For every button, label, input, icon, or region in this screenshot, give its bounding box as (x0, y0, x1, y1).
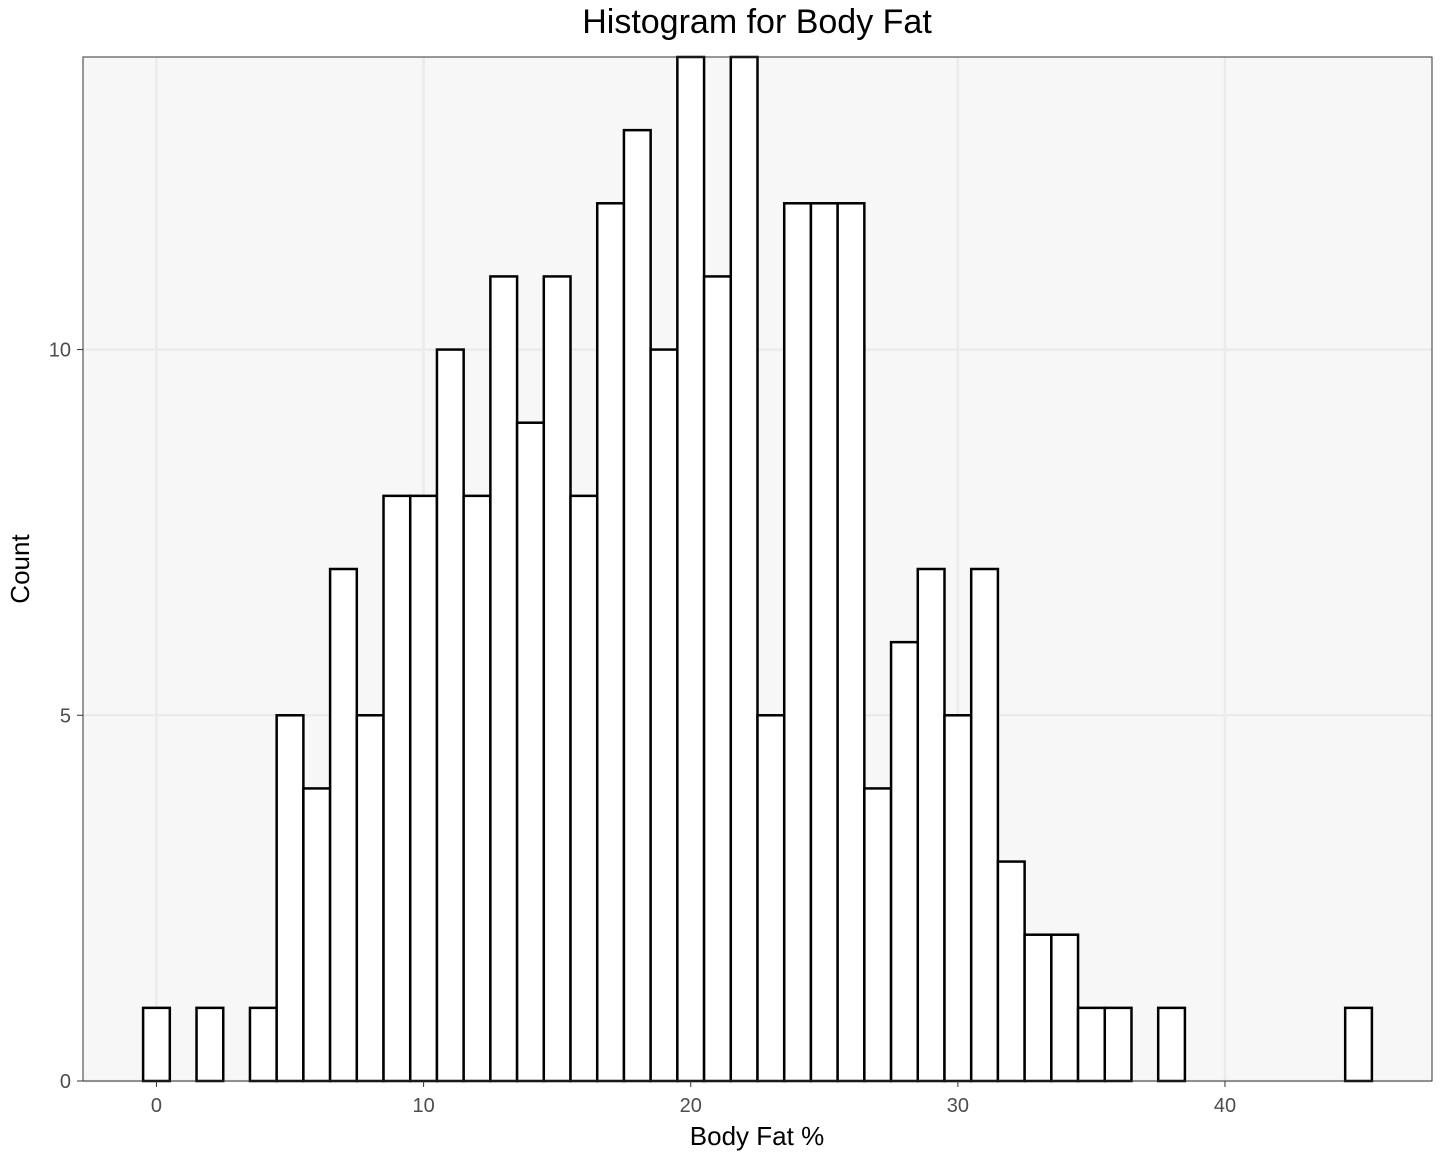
histogram-bar (195, 1006, 225, 1083)
x-axis-ticks: 0 10 20 30 40 (151, 1081, 1236, 1117)
x-tick-label: 20 (680, 1095, 702, 1117)
x-tick-label: 30 (947, 1095, 969, 1117)
histogram-bar (729, 55, 759, 1083)
histogram-bar (408, 494, 439, 1083)
plot-panel-border (82, 56, 1433, 1082)
histogram-bar (996, 860, 1026, 1083)
y-tick-label: 10 (49, 340, 71, 362)
histogram-bar (782, 202, 813, 1083)
histogram-bar (1076, 1006, 1107, 1083)
x-tick-label: 10 (412, 1095, 434, 1117)
histogram-bar (141, 1006, 172, 1083)
y-axis-ticks: 0 5 10 (49, 340, 83, 1093)
histogram-bar (595, 202, 626, 1083)
histogram-bar (1343, 1006, 1374, 1083)
histogram-bar (943, 714, 973, 1083)
histogram-bar (916, 567, 946, 1083)
histogram-bar (302, 787, 332, 1083)
histogram-bar (569, 494, 599, 1083)
histogram-bar (1156, 1006, 1187, 1083)
histogram-bar (542, 275, 572, 1083)
histogram-bar (836, 202, 866, 1083)
histogram-bar (515, 421, 546, 1083)
histogram-bar (489, 275, 519, 1083)
histogram-bar (649, 348, 679, 1083)
histogram-bar (1050, 933, 1080, 1083)
histogram-bar (676, 55, 706, 1083)
y-axis-title: Count (5, 534, 35, 604)
histogram-bar (248, 1006, 278, 1083)
x-axis-title: Body Fat % (690, 1121, 824, 1151)
histogram-bar (863, 787, 893, 1083)
histogram-bar (1023, 933, 1053, 1083)
histogram-bar (969, 567, 1000, 1083)
histogram-bar (462, 494, 492, 1083)
histogram-bar (622, 128, 652, 1083)
histogram-bar (1103, 1006, 1133, 1083)
chart-title: Histogram for Body Fat (582, 3, 932, 41)
histogram-bar (435, 348, 465, 1083)
y-tick-label: 0 (60, 1071, 71, 1093)
histogram-bar (702, 275, 733, 1083)
y-tick-label: 5 (60, 705, 71, 727)
histogram-bar (382, 494, 412, 1083)
x-tick-label: 0 (151, 1095, 162, 1117)
histogram-bar (809, 202, 839, 1083)
histogram-bar (889, 640, 920, 1083)
x-tick-label: 40 (1214, 1095, 1236, 1117)
histogram-bar (328, 567, 359, 1083)
histogram-bar (756, 714, 786, 1083)
histogram-bar (275, 714, 305, 1083)
histogram-bar (355, 714, 385, 1083)
